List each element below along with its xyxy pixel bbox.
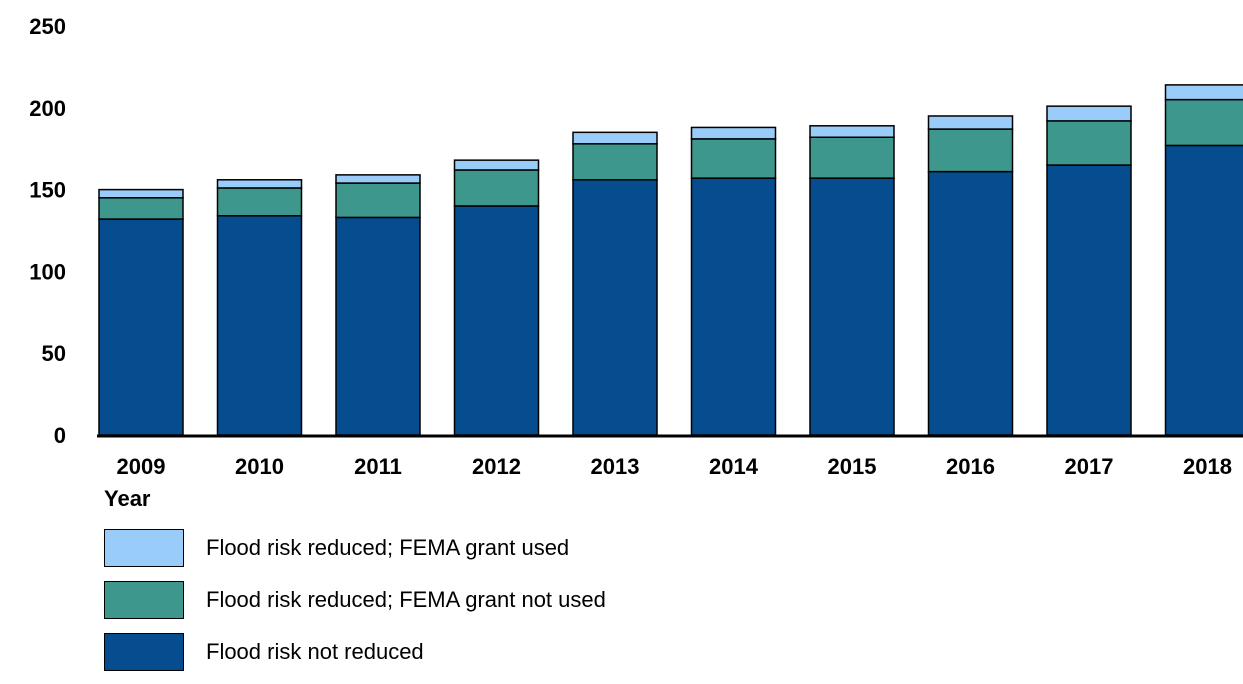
x-axis-ticks: 2009 2010 2011 2012 2013 2014 2015 2016 2017 2018 [117, 454, 1232, 479]
bar-segment-2010-s0 [218, 216, 302, 435]
legend: Flood risk reduced; FEMA grant used Floo… [104, 528, 606, 684]
x-tick-label: 2015 [828, 454, 877, 479]
bar-segment-2009-s2 [99, 190, 183, 198]
x-tick-label: 2011 [354, 454, 402, 479]
x-tick-label: 2013 [591, 454, 640, 479]
y-tick-label: 50 [42, 341, 66, 366]
bar-segment-2017-s0 [1047, 165, 1131, 435]
bar-segment-2012-s2 [455, 160, 539, 170]
legend-label-grant-used: Flood risk reduced; FEMA grant used [206, 535, 569, 561]
bar-segment-2011-s0 [336, 217, 420, 435]
x-tick-label: 2016 [946, 454, 995, 479]
bar-segment-2009-s1 [99, 198, 183, 219]
legend-item-grant-used: Flood risk reduced; FEMA grant used [104, 528, 606, 568]
x-tick-label: 2018 [1183, 454, 1232, 479]
bar-segment-2011-s1 [336, 183, 420, 217]
x-tick-label: 2010 [235, 454, 284, 479]
x-tick-label: 2017 [1065, 454, 1114, 479]
x-tick-label: 2014 [709, 454, 759, 479]
y-tick-label: 250 [29, 14, 66, 39]
y-tick-label: 150 [29, 178, 66, 203]
legend-label-not-reduced: Flood risk not reduced [206, 639, 424, 665]
bar-segment-2010-s2 [218, 180, 302, 188]
legend-swatch-grant-used [104, 529, 184, 567]
bar-segment-2013-s0 [573, 180, 657, 435]
bar-segment-2014-s2 [692, 127, 776, 138]
bar-segment-2018-s1 [1166, 100, 1243, 146]
bar-segment-2011-s2 [336, 175, 420, 183]
y-tick-label: 100 [29, 259, 66, 284]
y-axis-ticks: 0 50 100 150 200 250 [29, 14, 66, 448]
x-tick-label: 2012 [472, 454, 521, 479]
x-axis-label: Year [104, 486, 151, 511]
bar-segment-2014-s1 [692, 139, 776, 178]
x-tick-label: 2009 [117, 454, 166, 479]
bar-segment-2013-s2 [573, 132, 657, 143]
legend-label-grant-not-used: Flood risk reduced; FEMA grant not used [206, 587, 606, 613]
bar-segment-2015-s2 [810, 126, 894, 137]
bar-segment-2013-s1 [573, 144, 657, 180]
bar-segment-2018-s0 [1166, 145, 1243, 435]
y-tick-label: 0 [54, 423, 66, 448]
bar-segment-2012-s1 [455, 170, 539, 206]
bar-segment-2017-s1 [1047, 121, 1131, 165]
legend-swatch-grant-not-used [104, 581, 184, 619]
bar-segment-2016-s2 [929, 116, 1013, 129]
bar-segment-2017-s2 [1047, 106, 1131, 121]
legend-item-not-reduced: Flood risk not reduced [104, 632, 606, 672]
bars [99, 85, 1243, 435]
bar-segment-2016-s1 [929, 129, 1013, 172]
bar-segment-2016-s0 [929, 172, 1013, 435]
bar-segment-2014-s0 [692, 178, 776, 435]
bar-segment-2015-s0 [810, 178, 894, 435]
bar-segment-2018-s2 [1166, 85, 1243, 100]
legend-item-grant-not-used: Flood risk reduced; FEMA grant not used [104, 580, 606, 620]
legend-swatch-not-reduced [104, 633, 184, 671]
bar-segment-2010-s1 [218, 188, 302, 216]
y-tick-label: 200 [29, 96, 66, 121]
bar-segment-2012-s0 [455, 206, 539, 435]
bar-segment-2009-s0 [99, 219, 183, 435]
bar-segment-2015-s1 [810, 137, 894, 178]
